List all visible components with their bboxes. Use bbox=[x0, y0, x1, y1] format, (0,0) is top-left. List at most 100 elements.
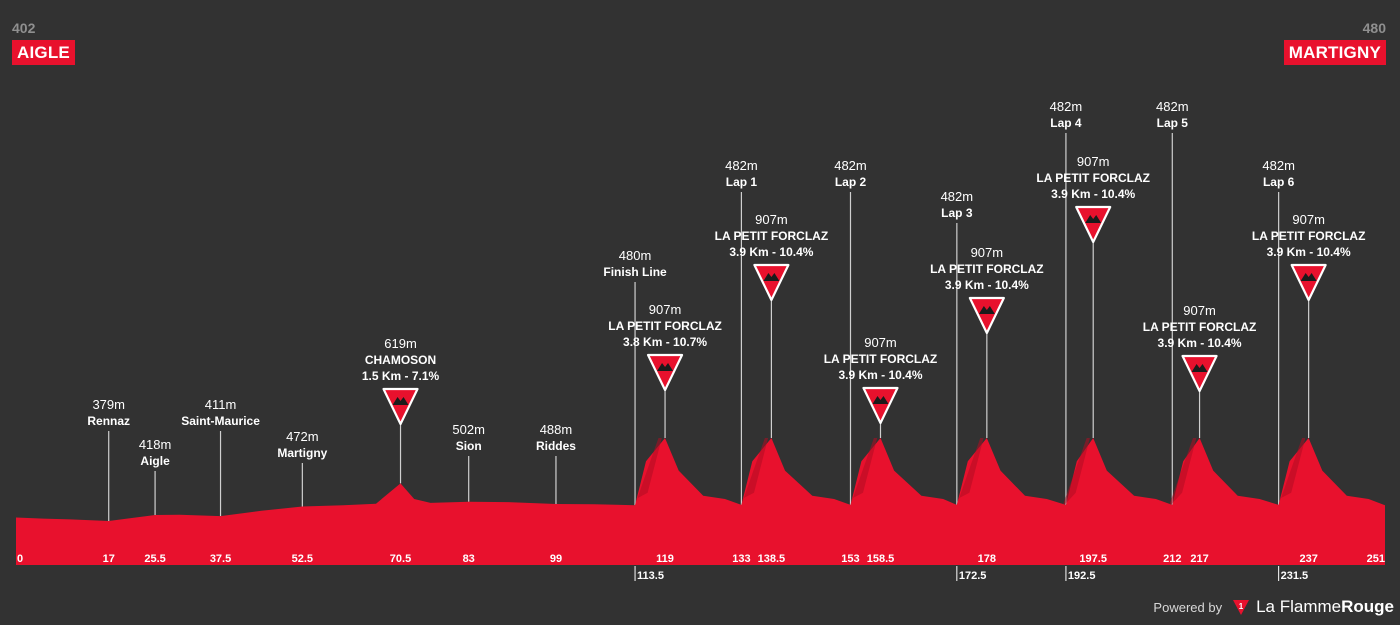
finish-town: MARTIGNY bbox=[1283, 40, 1386, 65]
waypoint-elevation-7: 482m bbox=[725, 158, 758, 173]
km-tick-1: 17 bbox=[103, 553, 115, 565]
waypoint-lines bbox=[108, 133, 1310, 521]
climb-category-marker-0 bbox=[382, 387, 419, 426]
mountain-icon-7 bbox=[1300, 273, 1317, 281]
profile-fill bbox=[16, 438, 1385, 565]
climb-elevation-1: 907m bbox=[649, 302, 682, 317]
waypoint-elevation-12: 482m bbox=[1262, 158, 1295, 173]
climb-shade-2 bbox=[741, 438, 769, 505]
km-tick-10: 138.5 bbox=[758, 553, 786, 565]
climb-elevation-2: 907m bbox=[755, 212, 788, 227]
climb-name-7: LA PETIT FORCLAZ bbox=[1252, 229, 1366, 243]
climb-detail-1: 3.8 Km - 10.7% bbox=[623, 335, 707, 349]
km-tick-16: 217 bbox=[1190, 553, 1208, 565]
waypoint-name-7: Lap 1 bbox=[726, 175, 758, 189]
climb-shade-1 bbox=[635, 438, 662, 506]
climb-elevation-0: 619m bbox=[384, 336, 417, 351]
km-tick-17: 237 bbox=[1299, 553, 1317, 565]
mountain-icon-4 bbox=[978, 306, 995, 314]
climb-elevation-5: 907m bbox=[1077, 154, 1110, 169]
waypoint-name-10: Lap 4 bbox=[1050, 116, 1082, 130]
climb-elevation-4: 907m bbox=[971, 245, 1004, 260]
waypoint-elevation-8: 482m bbox=[834, 158, 867, 173]
climb-shade-7 bbox=[1278, 438, 1306, 505]
footer: Powered by 1 La FlammeRouge bbox=[1153, 597, 1394, 617]
waypoint-name-2: Saint-Maurice bbox=[181, 414, 260, 428]
km-tick-4: 52.5 bbox=[292, 553, 313, 565]
climb-elevation-3: 907m bbox=[864, 335, 897, 350]
km-tick-0: 0 bbox=[17, 553, 23, 565]
km-ticks: 0 17 25.5 37.5 52.5 70.5 83 99 119 133 138.5 153 158… bbox=[17, 553, 1385, 582]
climb-detail-5: 3.9 Km - 10.4% bbox=[1051, 187, 1135, 201]
climb-category-marker-6 bbox=[1181, 354, 1218, 393]
waypoint-elevation-1: 418m bbox=[139, 437, 172, 452]
km-tick-below-3: 231.5 bbox=[1281, 570, 1309, 582]
waypoint-elevation-6: 480m bbox=[619, 248, 652, 263]
waypoint-name-6: Finish Line bbox=[603, 265, 667, 279]
climb-shade-5 bbox=[1063, 438, 1090, 505]
km-tick-below-0: 113.5 bbox=[637, 570, 664, 582]
waypoint-name-11: Lap 5 bbox=[1157, 116, 1189, 130]
powered-by-text: Powered by bbox=[1153, 599, 1223, 615]
svg-text:1: 1 bbox=[1239, 602, 1244, 611]
waypoint-elevation-11: 482m bbox=[1156, 99, 1189, 114]
mountain-icon-0 bbox=[392, 397, 409, 405]
km-tick-13: 178 bbox=[978, 553, 996, 565]
km-tick-6: 83 bbox=[463, 553, 475, 565]
mountain-icon-1 bbox=[657, 363, 674, 371]
km-tick-8: 119 bbox=[656, 553, 674, 565]
finish-elevation: 480 bbox=[1362, 20, 1386, 36]
climb-name-6: LA PETIT FORCLAZ bbox=[1143, 320, 1257, 334]
climb-shade-3 bbox=[850, 438, 878, 505]
climb-name-5: LA PETIT FORCLAZ bbox=[1036, 171, 1150, 185]
climb-detail-4: 3.9 Km - 10.4% bbox=[945, 278, 1029, 292]
flamme-rouge-logo-icon: 1 bbox=[1233, 600, 1250, 615]
km-tick-18: 251 bbox=[1367, 553, 1385, 565]
climb-category-marker-7 bbox=[1290, 263, 1327, 302]
brand-part-b: Rouge bbox=[1341, 597, 1394, 616]
mountain-icon-3 bbox=[872, 396, 889, 404]
waypoint-name-3: Martigny bbox=[277, 446, 327, 460]
waypoint-name-5: Riddes bbox=[536, 439, 576, 453]
climb-detail-2: 3.9 Km - 10.4% bbox=[729, 245, 813, 259]
profile-area bbox=[16, 438, 1385, 565]
waypoint-name-4: Sion bbox=[456, 439, 482, 453]
km-tick-below-2: 192.5 bbox=[1068, 570, 1096, 582]
waypoint-elevation-5: 488m bbox=[540, 422, 573, 437]
climb-category-marker-4 bbox=[968, 296, 1005, 335]
waypoint-name-8: Lap 2 bbox=[835, 175, 867, 189]
waypoint-labels: 379m Rennaz 418m Aigle 411m Saint-Maurice 472m… bbox=[87, 99, 1365, 468]
km-tick-5: 70.5 bbox=[390, 553, 411, 565]
climb-name-1: LA PETIT FORCLAZ bbox=[608, 319, 722, 333]
km-tick-15: 212 bbox=[1163, 553, 1181, 565]
km-tick-3: 37.5 bbox=[210, 553, 231, 565]
mountain-icon-2 bbox=[763, 273, 780, 281]
waypoint-name-9: Lap 3 bbox=[941, 206, 973, 220]
climb-name-4: LA PETIT FORCLAZ bbox=[930, 262, 1044, 276]
climb-name-2: LA PETIT FORCLAZ bbox=[715, 229, 829, 243]
mountain-icon-6 bbox=[1191, 364, 1208, 372]
waypoint-name-12: Lap 6 bbox=[1263, 175, 1295, 189]
km-tick-11: 153 bbox=[841, 553, 859, 565]
climb-detail-7: 3.9 Km - 10.4% bbox=[1267, 245, 1351, 259]
brand-name: La FlammeRouge bbox=[1256, 597, 1394, 617]
mountain-icon-5 bbox=[1085, 215, 1102, 223]
climb-shade-4 bbox=[956, 438, 984, 505]
waypoint-name-1: Aigle bbox=[140, 454, 170, 468]
waypoint-elevation-9: 482m bbox=[941, 189, 974, 204]
km-tick-below-1: 172.5 bbox=[959, 570, 987, 582]
climb-name-3: LA PETIT FORCLAZ bbox=[824, 352, 938, 366]
climb-shade-6 bbox=[1169, 438, 1197, 505]
climb-detail-0: 1.5 Km - 7.1% bbox=[362, 369, 440, 383]
waypoint-elevation-4: 502m bbox=[452, 422, 485, 437]
climb-detail-3: 3.9 Km - 10.4% bbox=[838, 368, 922, 382]
climb-elevation-6: 907m bbox=[1183, 303, 1216, 318]
start-elevation: 402 bbox=[12, 20, 36, 36]
waypoint-name-0: Rennaz bbox=[87, 414, 130, 428]
waypoint-elevation-10: 482m bbox=[1050, 99, 1083, 114]
climb-category-marker-1 bbox=[646, 353, 684, 392]
km-tick-2: 25.5 bbox=[144, 553, 165, 565]
climb-category-marker-5 bbox=[1075, 205, 1112, 244]
climb-name-0: CHAMOSON bbox=[365, 353, 436, 367]
